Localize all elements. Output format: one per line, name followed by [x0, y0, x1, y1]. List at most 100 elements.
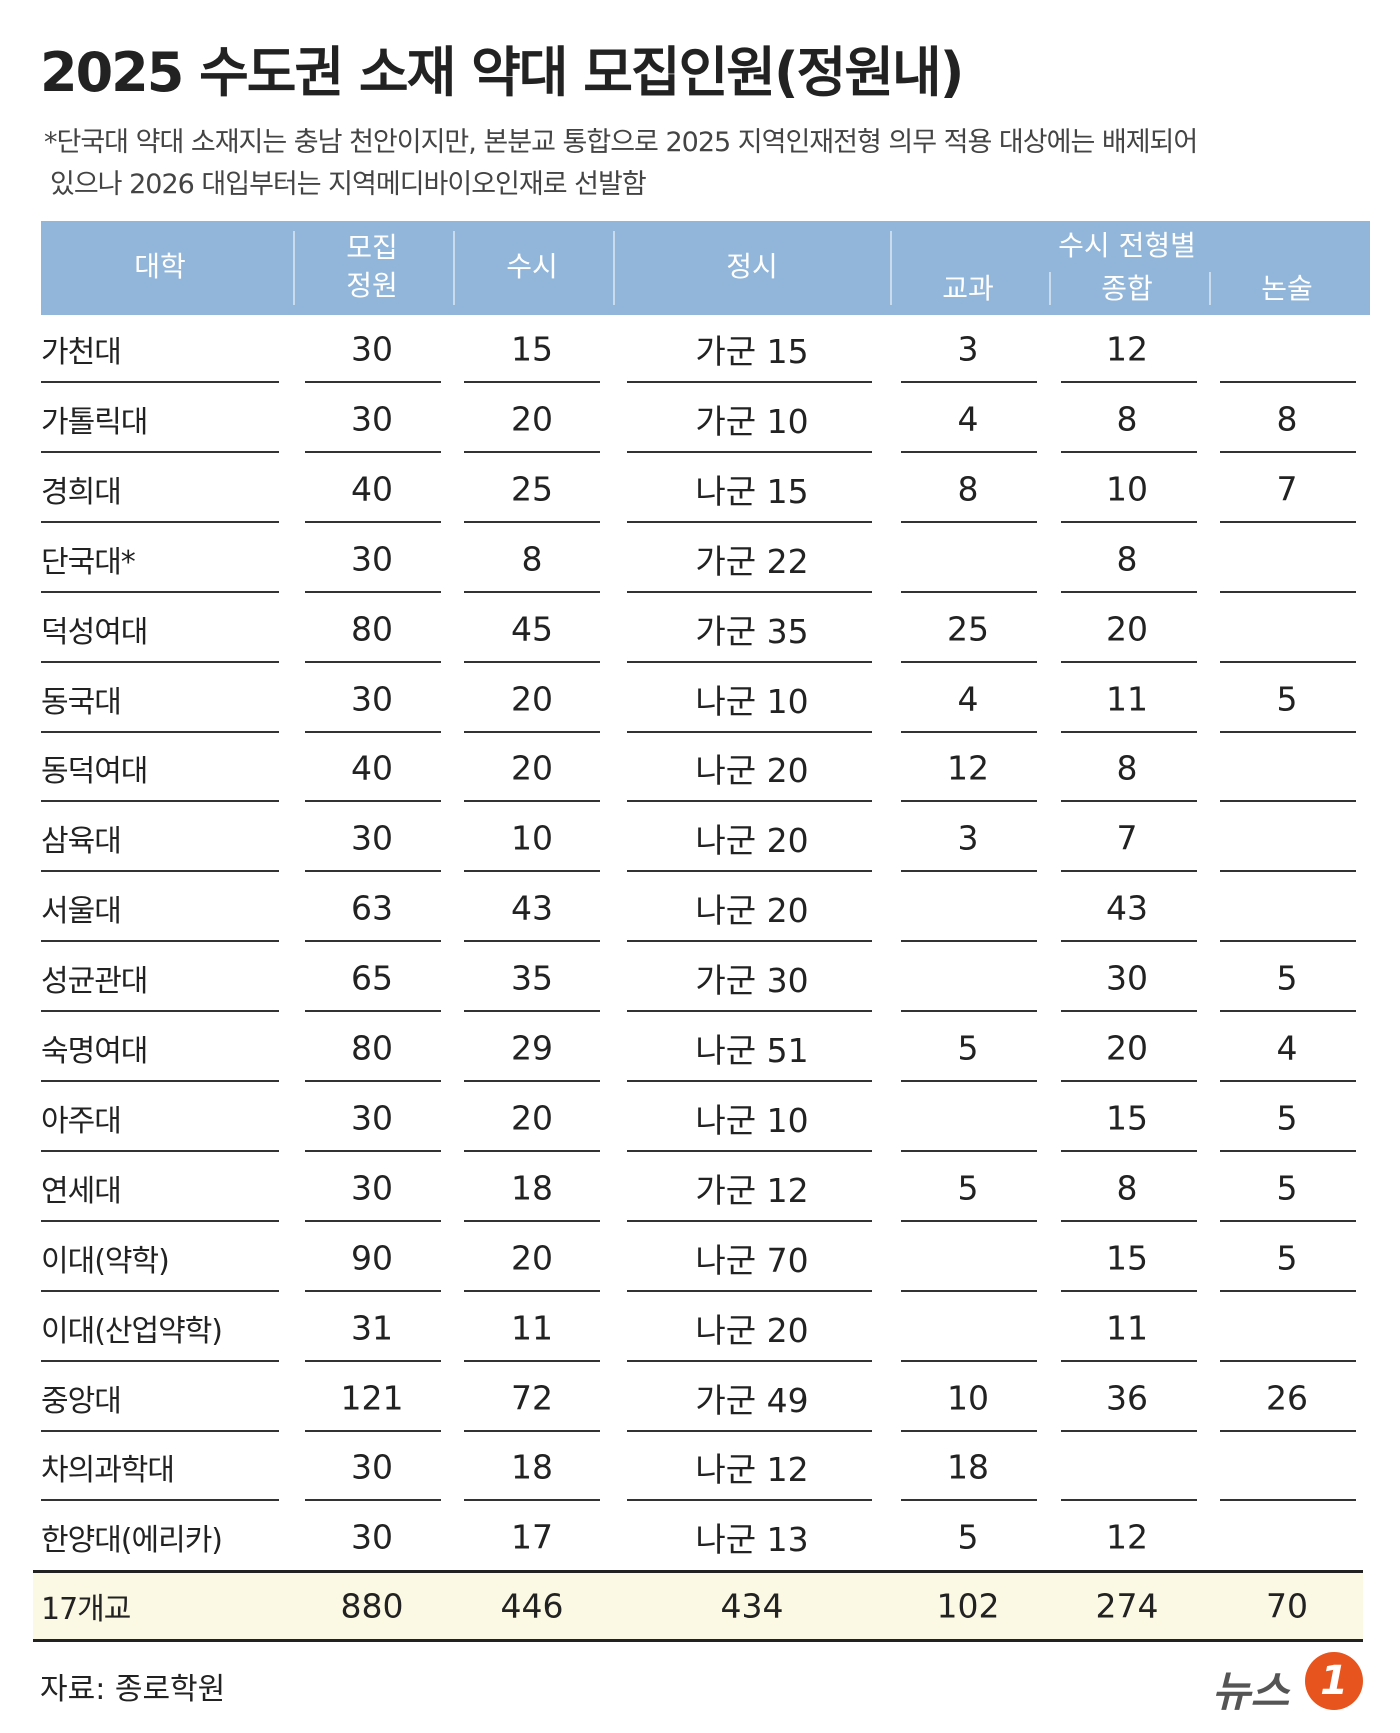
- total-cell: 434: [720, 1586, 784, 1626]
- cell: 4: [1276, 1028, 1298, 1068]
- column-header: 종합: [1101, 272, 1153, 305]
- row-rule: [41, 1010, 279, 1013]
- row-rule: [464, 520, 600, 523]
- row-label: 단국대*: [41, 544, 136, 580]
- cell: 15: [1106, 1098, 1148, 1138]
- cell: 25: [947, 609, 989, 649]
- cell: 30: [351, 1168, 393, 1208]
- row-rule: [41, 800, 279, 803]
- row-rule: [1061, 1429, 1197, 1432]
- row-rule: [901, 450, 1037, 453]
- group-header: 수시 전형별: [1058, 229, 1196, 262]
- row-rule: [464, 381, 600, 383]
- row-rule: [1220, 730, 1356, 733]
- row-rule: [1061, 1010, 1197, 1013]
- row-rule: [305, 1429, 441, 1432]
- row-rule: [1220, 940, 1356, 943]
- cell: 30: [351, 1517, 393, 1557]
- cell: 80: [351, 609, 393, 649]
- cell: 가군 10: [695, 401, 809, 441]
- row-rule: [305, 730, 441, 733]
- cell: 20: [1106, 609, 1148, 649]
- row-rule: [305, 1010, 441, 1013]
- total-cell: 102: [936, 1586, 1000, 1626]
- row-rule: [1220, 870, 1356, 873]
- row-rule: [464, 1080, 600, 1082]
- cell: 3: [957, 818, 979, 858]
- cell: 11: [1106, 679, 1148, 718]
- row-rule: [1061, 450, 1197, 453]
- row-rule: [41, 590, 279, 593]
- cell: 18: [511, 1447, 553, 1487]
- cell: 15: [1106, 1238, 1148, 1278]
- row-rule: [901, 520, 1037, 523]
- cell: 가군 49: [695, 1380, 809, 1420]
- total-cell: 446: [500, 1586, 564, 1626]
- row-rule: [305, 450, 441, 453]
- cell: 11: [511, 1308, 553, 1348]
- row-rule: [627, 1359, 872, 1362]
- cell: 10: [511, 818, 553, 858]
- header-divider: [890, 231, 892, 305]
- title: 2025 수도권 소재 약대 모집인원(정원내): [40, 41, 964, 104]
- row-rule: [305, 660, 441, 663]
- cell: 10: [947, 1378, 989, 1417]
- row-rule: [901, 940, 1037, 943]
- row-label: 삼육대: [41, 824, 122, 860]
- cell: 8: [957, 469, 979, 509]
- cell: 5: [957, 1028, 979, 1068]
- row-label: 중앙대: [41, 1383, 122, 1419]
- cell: 나군 20: [695, 1310, 809, 1350]
- row-label: 연세대: [41, 1173, 122, 1209]
- row-rule: [41, 1219, 279, 1222]
- row-rule: [1061, 1289, 1197, 1292]
- cell: 30: [351, 679, 393, 718]
- cell: 나군 20: [695, 751, 809, 791]
- row-rule: [305, 870, 441, 873]
- cell: 5: [1276, 679, 1298, 718]
- row-rule: [305, 590, 441, 593]
- row-rule: [41, 520, 279, 523]
- header-divider: [1209, 272, 1211, 305]
- row-rule: [627, 1219, 872, 1222]
- row-label: 동덕여대: [41, 754, 148, 790]
- cell: 가군 35: [695, 611, 809, 651]
- cell: 나군 15: [695, 471, 809, 511]
- cell: 65: [351, 958, 393, 998]
- cell: 20: [1106, 1028, 1148, 1068]
- row-rule: [901, 1080, 1037, 1082]
- row-rule: [41, 381, 279, 383]
- row-rule: [1061, 1499, 1197, 1502]
- row-rule: [627, 590, 872, 593]
- row-rule: [627, 520, 872, 523]
- source: 자료: 종로학원: [40, 1672, 226, 1707]
- cell: 8: [1116, 539, 1138, 579]
- row-label: 차의과학대: [41, 1453, 175, 1489]
- row-rule: [627, 940, 872, 943]
- cell: 4: [957, 679, 979, 718]
- row-rule: [41, 1429, 279, 1432]
- cell: 17: [511, 1517, 553, 1557]
- row-rule: [305, 1499, 441, 1502]
- row-rule: [1220, 1499, 1356, 1502]
- row-rule: [305, 800, 441, 803]
- row-label: 숙명여대: [41, 1034, 148, 1069]
- row-rule: [41, 1289, 279, 1292]
- cell: 가군 30: [695, 961, 809, 1001]
- cell: 12: [947, 748, 989, 788]
- row-label: 이대(약학): [41, 1243, 170, 1279]
- row-rule: [1220, 1149, 1356, 1152]
- row-rule: [1220, 1429, 1356, 1432]
- cell: 35: [511, 958, 553, 998]
- row-rule: [901, 800, 1037, 803]
- row-rule: [627, 1080, 872, 1082]
- row-rule: [1061, 590, 1197, 593]
- row-rule: [1061, 1219, 1197, 1222]
- cell: 3: [957, 329, 979, 369]
- row-rule: [41, 1499, 279, 1502]
- row-rule: [627, 1149, 872, 1152]
- row-rule: [464, 1499, 600, 1502]
- cell: 8: [1116, 1168, 1138, 1208]
- cell: 나군 20: [695, 891, 809, 931]
